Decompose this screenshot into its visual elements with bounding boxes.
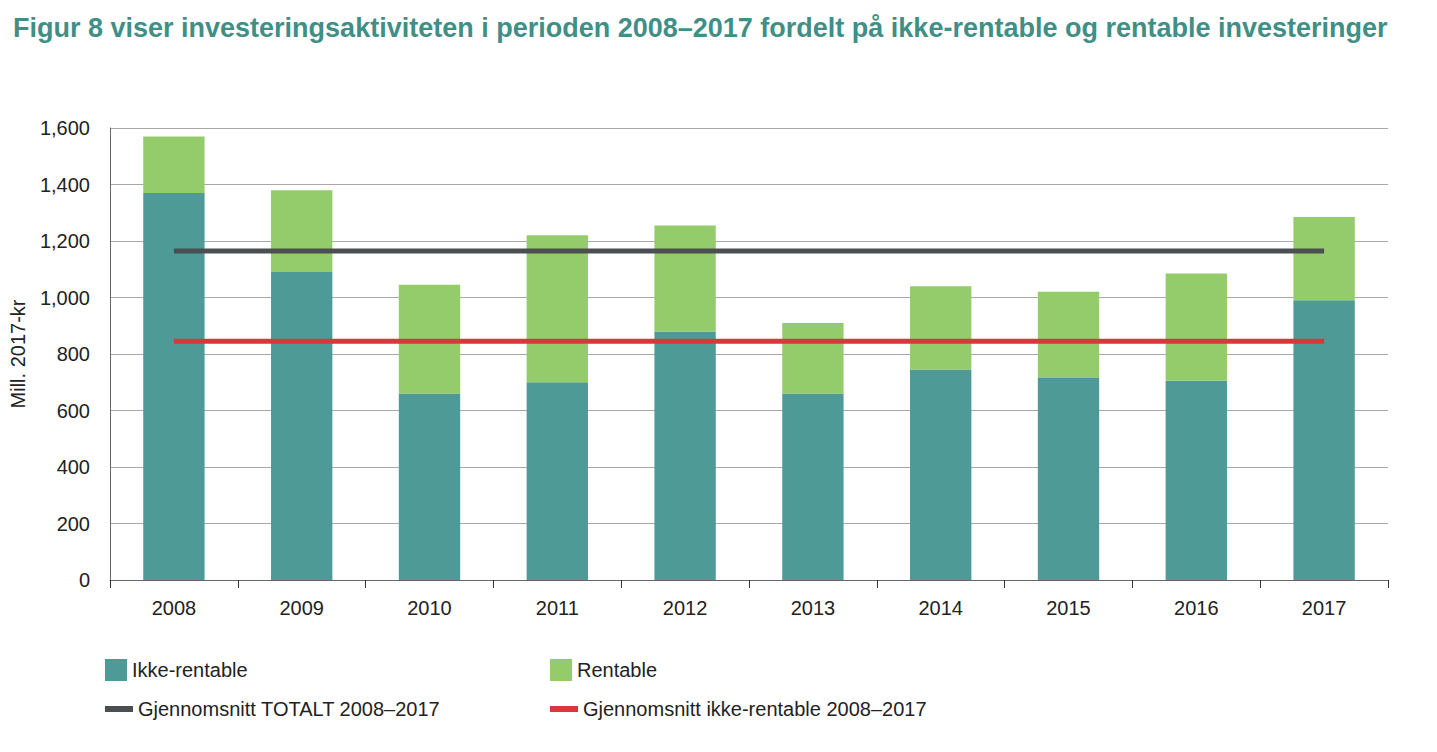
svg-text:1,600: 1,600 (40, 117, 90, 139)
svg-text:400: 400 (57, 456, 90, 478)
svg-text:2008: 2008 (152, 597, 197, 619)
svg-text:1,000: 1,000 (40, 287, 90, 309)
svg-text:600: 600 (57, 400, 90, 422)
svg-text:Ikke-rentable: Ikke-rentable (132, 659, 248, 681)
svg-text:2015: 2015 (1046, 597, 1091, 619)
svg-text:1,200: 1,200 (40, 230, 90, 252)
svg-text:2009: 2009 (279, 597, 324, 619)
svg-text:2013: 2013 (791, 597, 836, 619)
svg-text:2016: 2016 (1174, 597, 1219, 619)
svg-text:2012: 2012 (663, 597, 708, 619)
svg-text:Mill. 2017-kr: Mill. 2017-kr (7, 299, 29, 408)
svg-text:2011: 2011 (536, 597, 579, 619)
svg-text:2010: 2010 (407, 597, 452, 619)
svg-text:Figur 8 viser investeringsakti: Figur 8 viser investeringsaktiviteten i … (13, 13, 1388, 43)
svg-text:Rentable: Rentable (577, 659, 657, 681)
svg-text:800: 800 (57, 343, 90, 365)
svg-text:1,400: 1,400 (40, 174, 90, 196)
svg-text:200: 200 (57, 513, 90, 535)
svg-text:2014: 2014 (918, 597, 963, 619)
svg-text:Gjennomsnitt ikke-rentable 200: Gjennomsnitt ikke-rentable 2008–2017 (583, 698, 927, 720)
svg-text:Gjennomsnitt TOTALT 2008–2017: Gjennomsnitt TOTALT 2008–2017 (138, 698, 440, 720)
svg-text:2017: 2017 (1302, 597, 1347, 619)
svg-text:0: 0 (79, 569, 90, 591)
